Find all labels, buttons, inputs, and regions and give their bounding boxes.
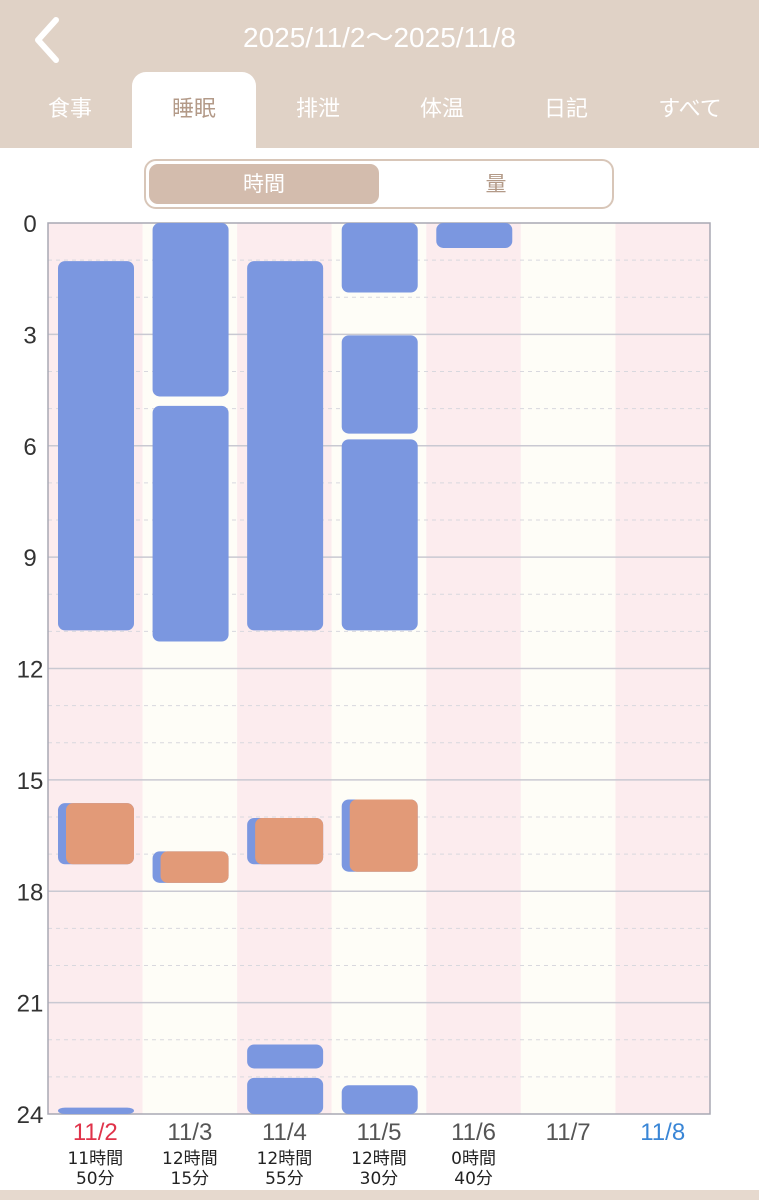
back-button[interactable] [22, 12, 78, 68]
daily-total-label: 12時間 [257, 1149, 313, 1169]
tab-sleep[interactable]: 睡眠 [132, 72, 256, 148]
y-tick-label: 18 [17, 879, 44, 906]
segment-time-button[interactable]: 時間 [149, 164, 379, 204]
y-tick-label: 15 [17, 768, 44, 795]
daily-total-label: 12時間 [351, 1149, 407, 1169]
sleep-block [436, 223, 513, 248]
x-date-label: 11/6 [451, 1119, 496, 1146]
sleep-block [247, 1077, 324, 1114]
x-date-label: 11/4 [262, 1119, 307, 1146]
x-date-label: 11/5 [357, 1119, 402, 1146]
y-tick-label: 24 [17, 1102, 44, 1129]
sleep-block [247, 1044, 324, 1069]
sleep-block [152, 223, 229, 397]
y-tick-label: 9 [23, 545, 36, 572]
tab-diary[interactable]: 日記 [543, 97, 588, 122]
tab-temperature[interactable]: 体温 [419, 97, 464, 122]
sleep-block [152, 405, 229, 642]
x-date-label: 11/8 [640, 1119, 685, 1146]
nap-block [160, 851, 229, 883]
x-date-label: 11/2 [73, 1119, 118, 1146]
sleep-block [341, 439, 418, 631]
daily-total-label: 12時間 [162, 1149, 218, 1169]
nap-block [66, 803, 134, 865]
sleep-block [341, 335, 418, 434]
y-tick-label: 3 [23, 322, 36, 349]
tab-excretion[interactable]: 排泄 [295, 97, 340, 122]
view-mode-segment: 時間 量 [144, 159, 614, 209]
x-date-label: 11/7 [546, 1119, 591, 1146]
y-tick-label: 21 [17, 991, 44, 1018]
segment-amount-button[interactable]: 量 [485, 172, 507, 196]
daily-total-label: 30分 [360, 1169, 399, 1189]
daily-total-label: 40分 [454, 1169, 493, 1189]
daily-total-label: 50分 [76, 1169, 115, 1189]
bottom-divider [0, 1190, 759, 1200]
chevron-left-icon [35, 17, 59, 63]
sleep-block [341, 1085, 418, 1114]
nap-block [255, 818, 324, 865]
sleep-block [247, 261, 324, 631]
sleep-block [341, 223, 418, 293]
y-tick-label: 0 [23, 211, 36, 238]
nap-block [349, 799, 418, 872]
tab-meal[interactable]: 食事 [47, 97, 92, 122]
category-tabs: 食事 睡眠 排泄 体温 日記 すべて [0, 72, 759, 148]
daily-total-label: 15分 [171, 1169, 210, 1189]
daily-total-label: 0時間 [451, 1149, 496, 1169]
daily-total-label: 55分 [265, 1169, 304, 1189]
sleep-block [58, 261, 134, 631]
y-tick-label: 6 [23, 434, 36, 461]
y-tick-label: 12 [17, 657, 44, 684]
sleep-block [58, 1107, 134, 1114]
tab-all[interactable]: すべて [658, 97, 722, 122]
x-date-label: 11/3 [167, 1119, 212, 1146]
daily-total-label: 11時間 [67, 1149, 123, 1169]
